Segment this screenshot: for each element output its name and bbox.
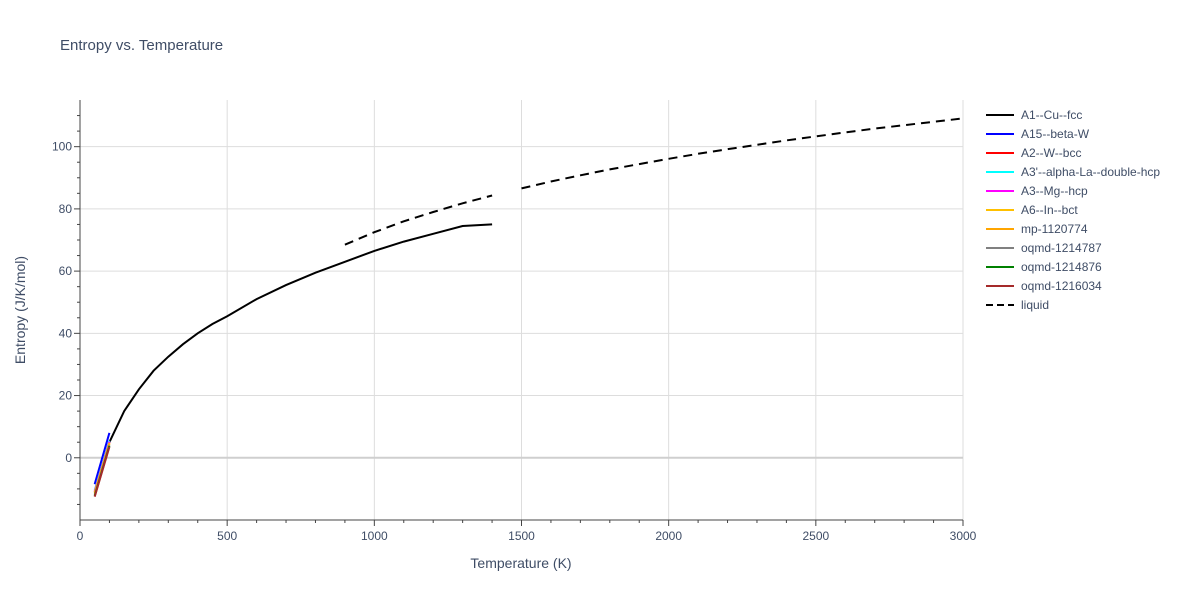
x-axis-title: Temperature (K)	[470, 555, 571, 571]
legend-label: mp-1120774	[1021, 222, 1088, 236]
legend-label: A3'--alpha-La--double-hcp	[1021, 165, 1160, 179]
y-tick-label: 20	[59, 389, 73, 403]
legend-label: A6--In--bct	[1021, 203, 1078, 217]
x-tick-label: 2000	[655, 529, 682, 543]
y-tick-label: 0	[65, 451, 72, 465]
x-tick-label: 1000	[361, 529, 388, 543]
legend-label: A1--Cu--fcc	[1021, 108, 1082, 122]
chart-title: Entropy vs. Temperature	[60, 37, 223, 54]
grid	[80, 100, 964, 520]
legend-label: liquid	[1021, 298, 1049, 312]
x-tick-label: 1500	[508, 529, 535, 543]
y-axis-title: Entropy (J/K/mol)	[12, 256, 28, 364]
legend-label: oqmd-1216034	[1021, 279, 1102, 293]
x-tick-label: 2500	[802, 529, 829, 543]
x-tick-label: 3000	[950, 529, 977, 543]
y-tick-label: 100	[52, 140, 72, 154]
legend-label: oqmd-1214787	[1021, 241, 1102, 255]
series-line-1	[93, 432, 111, 485]
y-tick-label: 60	[59, 264, 73, 278]
y-tick-label: 80	[59, 202, 73, 216]
legend-label: A3--Mg--hcp	[1021, 184, 1088, 198]
legend-label: oqmd-1214876	[1021, 260, 1102, 274]
series-line-0	[108, 223, 493, 443]
x-tick-label: 500	[217, 529, 237, 543]
legend-label: A2--W--bcc	[1021, 146, 1081, 160]
x-tick-label: 0	[77, 529, 84, 543]
series-line-9	[93, 446, 111, 497]
series-line-10	[521, 117, 964, 190]
legend: A1--Cu--fcc A15--beta-W A2--W--bcc A3'--alp…	[986, 108, 1160, 312]
axes: 0 500 1000 1500 2000 2500 3000 0 20 40 60 80 100	[52, 100, 977, 543]
y-tick-label: 40	[59, 326, 73, 340]
legend-label: A15--beta-W	[1021, 127, 1090, 141]
plot-area	[93, 117, 964, 497]
series-line-10	[344, 194, 493, 246]
